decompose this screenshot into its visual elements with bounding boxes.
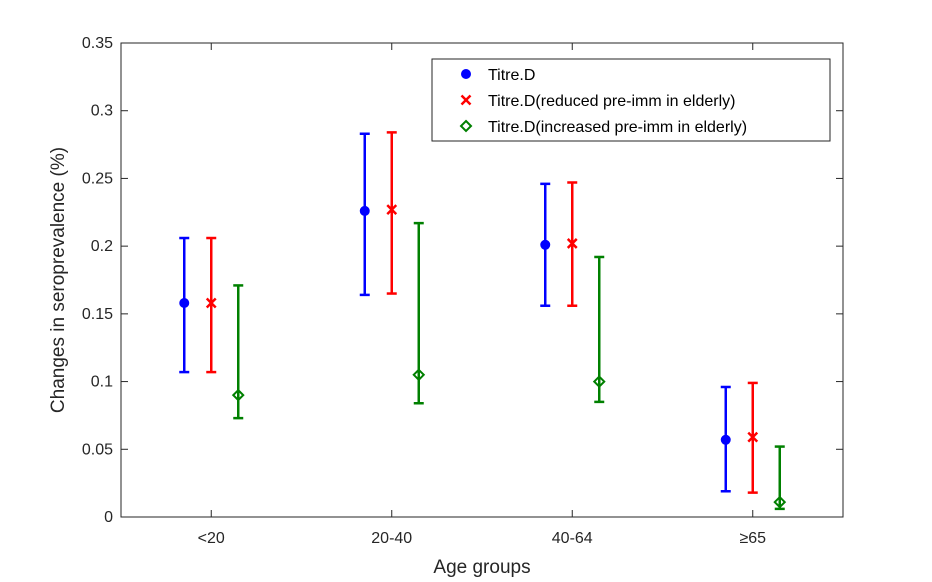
y-tick-label: 0.25 xyxy=(82,170,113,187)
data-point xyxy=(747,431,759,443)
x-tick-label: ≥65 xyxy=(739,530,766,547)
data-point xyxy=(592,375,606,388)
error-bar xyxy=(386,131,397,295)
y-tick-label: 0.1 xyxy=(91,374,113,391)
legend-marker xyxy=(460,94,472,106)
error-bar xyxy=(413,221,424,405)
y-tick-label: 0 xyxy=(104,509,113,526)
error-bar xyxy=(233,284,244,420)
marker-stroke xyxy=(460,94,472,106)
data-point xyxy=(359,205,370,216)
data-point xyxy=(566,238,578,249)
y-axis-label: Changes in seroprevalence (%) xyxy=(48,147,69,413)
series-layer xyxy=(179,131,787,511)
y-tick-label: 0.05 xyxy=(82,441,113,458)
legend-item: Titre.D xyxy=(461,67,535,84)
series-2 xyxy=(205,131,759,494)
series-1 xyxy=(179,132,731,493)
y-axis: 0 0.05 0.1 0.15 0.2 0.25 0.3 0.35 xyxy=(82,35,843,526)
error-bar xyxy=(206,236,217,374)
marker-stroke xyxy=(386,204,398,215)
data-point xyxy=(231,388,245,402)
legend-marker xyxy=(461,69,471,79)
legend-item: Titre.D(reduced pre-imm in elderly) xyxy=(460,93,735,110)
marker-stroke xyxy=(747,431,759,443)
plot-area xyxy=(120,42,844,518)
marker-stroke xyxy=(566,238,578,249)
data-point xyxy=(773,495,787,509)
series-3 xyxy=(231,221,787,511)
marker-stroke xyxy=(205,297,217,309)
legend-label: Titre.D(increased pre-imm in elderly) xyxy=(488,119,747,136)
data-point xyxy=(386,204,398,215)
legend: Titre.D Titre.D(reduced pre-imm in elderl… xyxy=(431,58,831,142)
y-tick-label: 0.35 xyxy=(82,35,113,52)
y-tick-label: 0.2 xyxy=(91,238,113,255)
x-tick-label: 20-40 xyxy=(371,530,412,547)
y-tick-label: 0.15 xyxy=(82,306,113,323)
legend-label: Titre.D xyxy=(488,67,535,84)
data-point xyxy=(540,239,551,250)
plot-frame xyxy=(120,42,844,518)
data-point xyxy=(720,434,731,445)
legend-label: Titre.D(reduced pre-imm in elderly) xyxy=(488,93,735,110)
legend-marker xyxy=(459,119,473,133)
data-point xyxy=(205,297,217,309)
x-tick-label: <20 xyxy=(198,530,225,547)
data-point xyxy=(412,368,426,382)
legend-box xyxy=(431,58,831,142)
y-tick-label: 0.3 xyxy=(91,103,113,120)
x-tick-label: 40-64 xyxy=(552,530,593,547)
legend-item: Titre.D(increased pre-imm in elderly) xyxy=(459,119,747,136)
x-axis: <20 20-40 40-64 ≥65 xyxy=(198,43,766,547)
x-axis-label: Age groups xyxy=(433,557,530,578)
data-point xyxy=(179,298,190,309)
